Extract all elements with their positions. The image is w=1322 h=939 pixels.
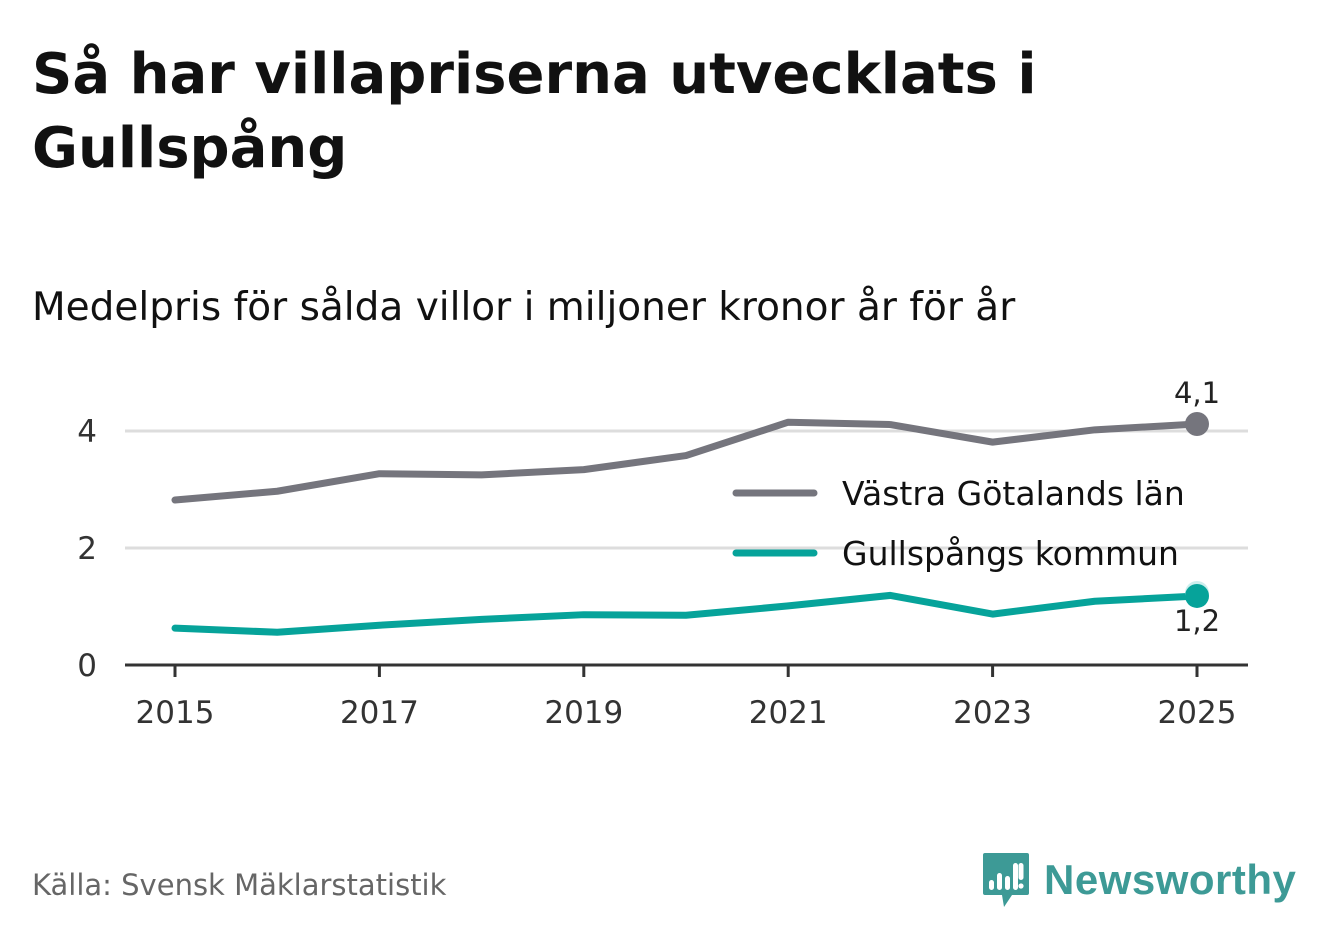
legend-label: Västra Götalands län	[842, 474, 1185, 513]
x-tick-label: 2015	[136, 695, 215, 731]
legend-label: Gullspångs kommun	[842, 534, 1179, 573]
x-tick-label: 2019	[544, 695, 623, 731]
x-tick-label: 2023	[953, 695, 1032, 731]
end-point-marker	[1185, 583, 1209, 608]
x-tick-label: 2017	[340, 695, 419, 731]
brand-name: Newsworthy	[1044, 856, 1297, 903]
chart-subtitle: Medelpris för sålda villor i miljoner kr…	[32, 285, 1016, 330]
end-point-marker	[1185, 411, 1209, 436]
y-tick-label: 0	[77, 648, 97, 684]
y-tick-label: 2	[77, 531, 97, 567]
end-value-label: 4,1	[1174, 376, 1220, 410]
brand-logo[interactable]: Newsworthy	[982, 850, 1296, 910]
x-tick-label: 2025	[1158, 695, 1237, 731]
bar-chart-speech-bubble-icon	[983, 853, 1029, 907]
y-tick-label: 4	[77, 414, 97, 450]
series-line-gullspang	[171, 591, 1201, 636]
x-tick-label: 2021	[749, 695, 828, 731]
series-line-vastra-gotaland	[171, 418, 1201, 504]
end-value-label: 1,2	[1174, 604, 1220, 638]
chart-title: Så har villapriserna utvecklats i Gullsp…	[32, 42, 1037, 181]
source-note: Källa: Svensk Mäklarstatistik	[32, 868, 447, 902]
